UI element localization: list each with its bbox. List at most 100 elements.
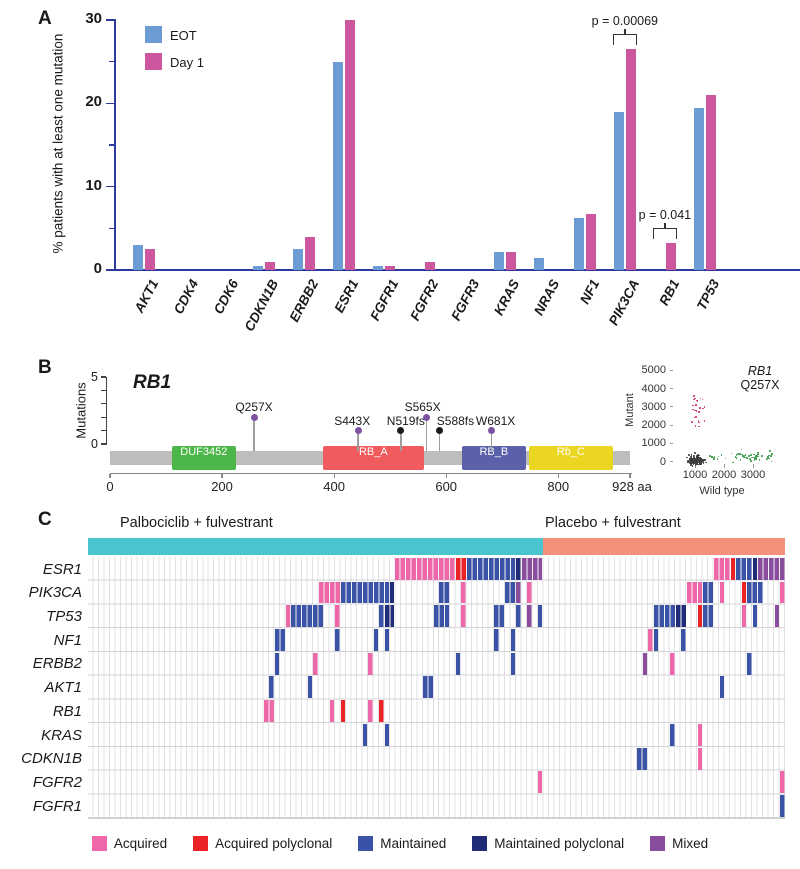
scatter-point — [742, 456, 745, 459]
scatter-point — [756, 454, 758, 457]
domain-RB_A: RB_A — [322, 446, 424, 470]
gene-label-ESR1: ESR1 — [42, 560, 82, 578]
onco-cell-FGFR1 — [780, 795, 785, 817]
protein-axis-tick-label: 0 — [106, 479, 114, 494]
scatter-point — [694, 458, 697, 461]
onco-cell-FGFR2 — [780, 771, 785, 794]
scatter-point — [697, 459, 700, 461]
onco-cell-KRAS — [362, 723, 368, 746]
scatter-point — [698, 461, 701, 464]
y-axis-line — [113, 19, 116, 271]
scatter-point — [692, 463, 695, 465]
onco-cell-RB1 — [368, 700, 373, 723]
scatter-point — [698, 425, 700, 428]
scatter-point — [697, 411, 700, 413]
gene-label-FGFR2: FGFR2 — [32, 774, 82, 792]
scatter-point — [717, 455, 720, 458]
scatter-point — [770, 455, 772, 458]
lollipop-y-tick — [101, 443, 106, 445]
scatter-point — [753, 459, 756, 461]
scatter-y-tick-label: 3000 — [641, 400, 666, 413]
scatter-point — [691, 461, 694, 463]
lollipop-gene-title: RB1 — [133, 372, 172, 393]
scatter-point — [705, 461, 708, 464]
scatter-point — [690, 456, 693, 459]
onco-cell-TP53 — [335, 605, 340, 628]
group-bar-1 — [543, 538, 785, 555]
scatter-point — [758, 459, 761, 461]
onco-cell-PIK3CA — [747, 581, 763, 604]
lollipop-y-tick — [101, 376, 106, 378]
onco-cell-PIK3CA — [686, 581, 702, 604]
domain-RB_B: RB_B — [461, 446, 526, 470]
protein-axis-tick — [557, 474, 559, 478]
bar-eot-NF1 — [573, 218, 584, 270]
panel-a-label: A — [38, 8, 52, 29]
scatter-point — [756, 452, 759, 455]
onco-cell-TP53 — [384, 605, 395, 628]
lollipop-y-tick-label: 5 — [91, 370, 98, 384]
onco-cell-TP53 — [285, 605, 291, 628]
scatter-point — [703, 406, 706, 408]
scatter-point — [742, 455, 745, 458]
scatter-point — [697, 460, 700, 462]
scatter-point — [744, 454, 747, 456]
scatter-point — [701, 461, 703, 463]
scatter-point — [699, 397, 702, 400]
bar-day1-FGFR2 — [425, 261, 436, 270]
group-bar-0 — [88, 538, 543, 555]
panel-c-label: C — [38, 509, 52, 530]
scatter-y-tick-label: 5000 — [641, 364, 666, 377]
scatter-point — [696, 399, 698, 402]
scatter-point — [713, 456, 715, 459]
scatter-point — [750, 460, 752, 462]
onco-cell-TP53 — [653, 605, 675, 628]
onco-cell-TP53 — [741, 605, 746, 628]
gene-label-RB1: RB1 — [52, 702, 82, 720]
bar-day1-NF1 — [585, 214, 596, 270]
mutation-dot-S565X — [423, 413, 431, 421]
gene-label-NF1: NF1 — [53, 631, 82, 649]
scatter-point — [695, 404, 697, 406]
gene-label-CDKN1B: CDKN1B — [21, 750, 82, 768]
protein-axis-tick-label: 200 — [211, 479, 233, 494]
scatter-point — [754, 456, 756, 459]
onco-cell-RB1 — [340, 700, 346, 723]
scatter-point — [694, 457, 697, 460]
onco-cell-TP53 — [461, 605, 466, 628]
protein-axis-tick — [333, 474, 335, 478]
lollipop-y-tick — [101, 389, 106, 391]
legend-item-maintained-polyclonal: Maintained polyclonal — [472, 836, 624, 851]
scatter-point — [690, 461, 693, 464]
scatter-point — [695, 459, 698, 461]
gene-label-KRAS: KRAS — [41, 726, 82, 744]
bar-day1-TP53 — [705, 95, 716, 270]
legend-swatch — [358, 836, 374, 851]
scatter-point — [690, 459, 692, 461]
onco-cell-NF1 — [494, 628, 499, 651]
onco-cell-ERBB2 — [313, 652, 318, 675]
scatter-point — [732, 461, 734, 464]
legend-label: Maintained polyclonal — [494, 836, 625, 851]
pvalue-text: p = 0.00069 — [591, 14, 659, 29]
mutation-label-Q257X: Q257X — [235, 400, 273, 415]
scatter-point — [697, 457, 700, 460]
scatter-point — [697, 454, 700, 456]
gene-label-ERBB2: ERBB2 — [32, 655, 82, 673]
onco-cell-PIK3CA — [780, 581, 785, 604]
mutation-label-W681X: W681X — [475, 413, 516, 428]
scatter-x-axis-title: Wild type — [699, 485, 745, 497]
scatter-title-gene: RB1 — [747, 364, 773, 378]
y-tick-label: 20 — [85, 93, 102, 111]
scatter-x-tick-label: 1000 — [682, 469, 708, 481]
scatter-x-tick-label: 2000 — [711, 469, 737, 481]
scatter-point — [755, 458, 757, 460]
scatter-y-tick-label: 4000 — [641, 382, 666, 395]
scatter-point — [698, 458, 701, 460]
onco-cell-ESR1 — [758, 557, 785, 580]
legend-swatch-eot — [145, 26, 162, 43]
scatter-point — [738, 452, 741, 455]
bar-day1-KRAS — [505, 251, 516, 270]
lollipop-y-tick — [101, 403, 106, 405]
